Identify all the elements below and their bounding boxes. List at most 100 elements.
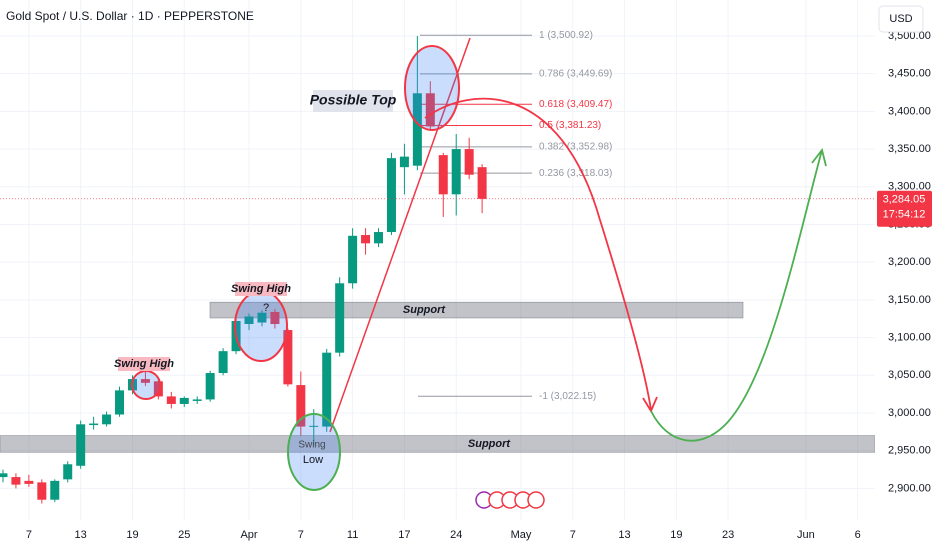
fib-levels: 1 (3,500.92) 0.786 (3,449.69) 0.618 (3,409… [418, 30, 612, 402]
y-tick-label: 3,100.00 [888, 331, 931, 343]
x-tick-label: 19 [126, 529, 138, 541]
candle-body [477, 167, 487, 199]
x-tick-label: Apr [240, 529, 257, 541]
label-box [235, 282, 287, 296]
icon [527, 491, 545, 509]
candle-body [153, 381, 163, 397]
y-tick-label: 2,950.00 [888, 445, 931, 457]
candle-body [322, 352, 332, 427]
x-tick-label: Jun [797, 529, 815, 541]
swing-low-circle [287, 413, 341, 491]
candle-body [270, 311, 280, 325]
x-tick-label: 24 [450, 529, 462, 541]
candle-body [218, 351, 228, 374]
y-tick-label: 3,200.00 [888, 256, 931, 268]
candle-body [438, 155, 448, 195]
candle-body [63, 464, 73, 480]
price-tag-value: 3,284.05 [883, 194, 926, 206]
arrow-head [811, 147, 827, 167]
annotation: Possible Top [310, 92, 397, 108]
candle-body [335, 283, 345, 353]
fib-label: -1 (3,022.15) [539, 391, 596, 402]
drawings [131, 37, 827, 491]
annotation: Swing High [114, 358, 174, 370]
x-tick-label: 19 [670, 529, 682, 541]
fib-label: 1 (3,500.92) [539, 30, 593, 41]
trend-line [329, 37, 471, 433]
candle-body [374, 232, 384, 244]
x-tick-label: 17 [398, 529, 410, 541]
zone-label: Support [403, 304, 446, 316]
y-tick-label: 3,350.00 [888, 143, 931, 155]
price-tag [877, 190, 932, 227]
candle-body [205, 373, 215, 400]
candle-body [244, 316, 254, 325]
x-tick-label: 6 [855, 529, 861, 541]
y-tick-label: 3,450.00 [888, 68, 931, 80]
x-tick-label: 7 [26, 529, 32, 541]
candle-body [192, 399, 202, 401]
candle-body [89, 423, 99, 426]
annotation: Swing [298, 440, 325, 451]
y-tick-label: 3,050.00 [888, 369, 931, 381]
grid [0, 0, 875, 520]
candle-body [399, 156, 409, 168]
projection-up [650, 149, 823, 442]
candle-body [179, 397, 189, 404]
candle-body [102, 414, 112, 425]
x-tick-label: 13 [75, 529, 87, 541]
price-axis [875, 0, 932, 550]
event-icons [475, 491, 545, 509]
candle-body [140, 379, 150, 383]
x-tick-label: 13 [618, 529, 630, 541]
x-tick-label: May [511, 529, 532, 541]
candle-body [257, 312, 267, 323]
candle-body [386, 158, 396, 233]
candle-body [115, 390, 125, 415]
fib-label: 0.618 (3,409.47) [539, 99, 612, 110]
support-zone [209, 301, 744, 319]
fib-label: 0.236 (3,318.03) [539, 168, 612, 179]
label-box [313, 90, 393, 112]
candle-body [425, 93, 435, 127]
candle-body [0, 473, 8, 478]
zone-label: Support [468, 438, 511, 450]
swing-high-circle [234, 290, 288, 362]
time-axis [0, 520, 875, 550]
axes: 3,500.00 3,450.00 3,400.00 3,350.00 3,300.00… [26, 30, 931, 541]
candle-body [412, 93, 422, 166]
chart-title: Gold Spot / U.S. Dollar · 1D · PEPPERSTO… [6, 9, 254, 23]
top-circle [404, 45, 460, 131]
candle-body [464, 149, 474, 175]
y-tick-label: 2,900.00 [888, 482, 931, 494]
fib-label: 0.786 (3,449.69) [539, 69, 612, 80]
annotation: Low [303, 454, 323, 466]
candle-body [451, 149, 461, 195]
support-zone [0, 435, 876, 453]
candle-body [50, 480, 60, 500]
candle-body [24, 480, 34, 484]
candle-body [166, 396, 176, 404]
x-tick-label: 23 [722, 529, 734, 541]
candle-body [309, 425, 319, 427]
swing-high-circle [131, 370, 161, 400]
y-tick-label: 3,000.00 [888, 407, 931, 419]
price-tag-timer: 17:54:12 [883, 209, 926, 221]
annotation: Swing High [231, 283, 291, 295]
fib-label: 0.382 (3,352.98) [539, 141, 612, 152]
y-tick-label: 3,300.00 [888, 181, 931, 193]
fib-label: 0.5 (3,381.23) [539, 120, 601, 131]
candle-body [76, 424, 86, 466]
candle-body [361, 235, 371, 244]
candle-body [37, 482, 47, 500]
currency-box[interactable] [878, 5, 924, 33]
annotation: ? [263, 302, 269, 314]
candle-body [296, 385, 306, 427]
candle-body [11, 477, 21, 485]
x-tick-label: 7 [298, 529, 304, 541]
x-tick-label: 25 [178, 529, 190, 541]
label-box [118, 357, 170, 371]
projection-down [424, 97, 652, 411]
y-tick-label: 3,400.00 [888, 105, 931, 117]
candle-body [283, 330, 293, 385]
